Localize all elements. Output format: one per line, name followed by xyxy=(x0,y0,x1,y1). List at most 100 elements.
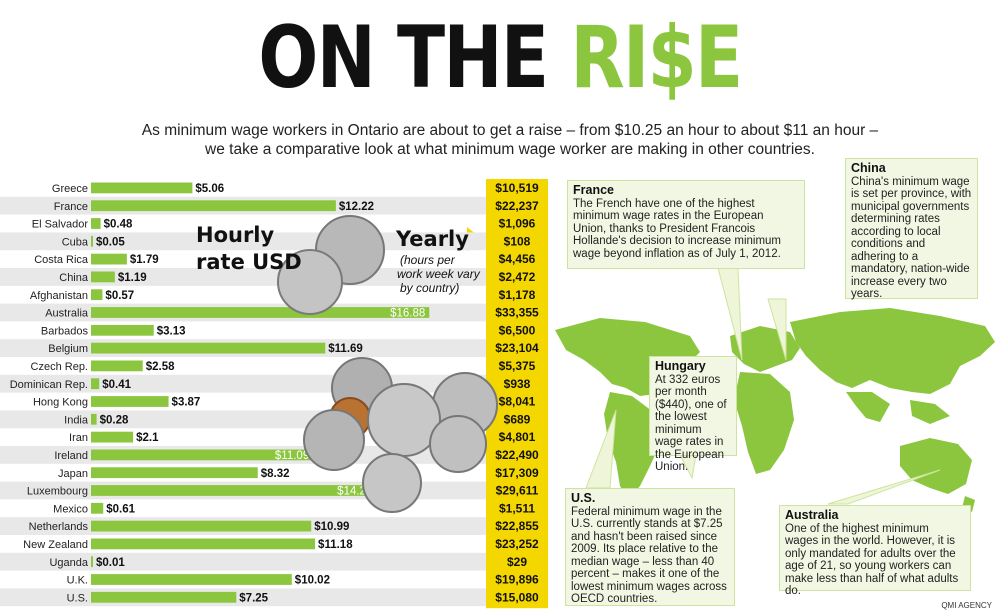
hourly-value-label: $11.09 xyxy=(275,450,309,462)
hourly-bar xyxy=(91,556,93,568)
hourly-value-label: $0.41 xyxy=(102,379,131,391)
hourly-bar xyxy=(91,431,134,443)
hourly-bar xyxy=(91,449,314,461)
yearly-value-label: $17,309 xyxy=(495,466,539,480)
country-label: El Salvador xyxy=(32,219,89,231)
country-label: Australia xyxy=(45,308,89,320)
yearly-value-label: $10,519 xyxy=(495,181,539,195)
yearly-value-label: $19,896 xyxy=(495,573,539,587)
yearly-value-label: $15,080 xyxy=(495,590,539,604)
country-label: Cuba xyxy=(62,236,89,248)
yearly-value-label: $6,500 xyxy=(499,323,536,337)
hourly-value-label: $1.19 xyxy=(118,272,147,284)
coin-icon xyxy=(429,415,487,473)
china-box-text: China's minimum wage is set per province… xyxy=(851,175,972,301)
country-label: Netherlands xyxy=(29,521,89,533)
hourly-bar xyxy=(91,467,258,479)
coin-icon xyxy=(303,409,365,471)
yearly-value-label: $938 xyxy=(504,377,531,391)
country-label: Belgium xyxy=(48,343,88,355)
china-pointer xyxy=(767,298,787,361)
hourly-value-label: $11.18 xyxy=(318,539,353,551)
hourly-value-label: $1.79 xyxy=(130,254,159,266)
hourly-value-label: $7.25 xyxy=(239,592,268,604)
hourly-value-label: $16.88 xyxy=(390,308,425,320)
yearly-header: Yearly xyxy=(395,227,469,251)
hourly-bar xyxy=(91,413,97,425)
yearly-value-label: $1,178 xyxy=(499,288,536,302)
country-label: U.S. xyxy=(67,592,88,604)
hourly-bar xyxy=(91,574,292,585)
china-box-title: China xyxy=(851,161,886,175)
hourly-value-label: $3.87 xyxy=(172,397,201,409)
hourly-bar xyxy=(91,218,101,229)
yearly-note-2: work week vary xyxy=(397,267,481,281)
france-pointer xyxy=(717,267,743,361)
hungary-box: Hungary At 332 euros per month ($440), o… xyxy=(649,356,737,473)
hourly-value-label: $2.1 xyxy=(136,432,159,444)
country-label: Barbados xyxy=(41,325,89,337)
title-part-2: RI$E xyxy=(570,8,743,108)
country-label: Uganda xyxy=(49,557,88,569)
hourly-bar xyxy=(91,342,326,354)
yearly-value-label: $22,855 xyxy=(495,519,539,533)
australia-pointer xyxy=(827,469,941,505)
world-map xyxy=(555,308,995,512)
yearly-value-label: $1,511 xyxy=(499,501,535,515)
country-label: Ireland xyxy=(54,450,88,462)
hourly-value-label: $2.58 xyxy=(146,361,175,373)
hourly-value-label: $10.02 xyxy=(295,575,330,587)
yearly-value-label: $29 xyxy=(507,555,527,569)
hourly-bar xyxy=(91,591,237,603)
hourly-bar xyxy=(91,324,154,336)
hourly-value-label: $0.28 xyxy=(100,414,129,426)
hourly-value-label: $0.61 xyxy=(106,503,135,515)
hourly-bar xyxy=(91,235,93,247)
country-label: Luxembourg xyxy=(27,486,88,498)
hourly-value-label: $12.22 xyxy=(339,201,374,213)
china-box: China China's minimum wage is set per pr… xyxy=(845,158,978,301)
country-label: France xyxy=(54,201,88,213)
hourly-bar xyxy=(91,485,377,496)
us-box: U.S. Federal minimum wage in the U.S. cu… xyxy=(565,488,735,606)
coins-image xyxy=(277,215,498,513)
hourly-header-line2: rate USD xyxy=(196,250,302,274)
hourly-value-label: $0.05 xyxy=(96,236,125,248)
country-label: India xyxy=(64,414,89,426)
country-label: Hong Kong xyxy=(33,397,88,409)
yearly-value-label: $22,490 xyxy=(495,448,539,462)
country-label: Czech Rep. xyxy=(31,361,88,373)
us-pointer xyxy=(585,409,617,489)
country-label: Afghanistan xyxy=(30,290,88,302)
yearly-value-label: $4,456 xyxy=(499,252,536,266)
hourly-bar xyxy=(91,289,103,301)
hourly-value-label: $0.01 xyxy=(96,557,125,569)
hourly-bar xyxy=(91,360,143,372)
france-box-title: France xyxy=(573,183,614,197)
country-label: New Zealand xyxy=(23,539,88,551)
yearly-note-1: (hours per xyxy=(400,253,456,267)
yearly-value-label: $108 xyxy=(504,234,531,248)
coin-icon xyxy=(362,453,422,513)
subtitle: As minimum wage workers in Ontario are a… xyxy=(141,122,879,158)
yearly-note-3: by country) xyxy=(400,281,459,295)
country-label: Mexico xyxy=(53,503,88,515)
hourly-header-line1: Hourly xyxy=(196,223,275,247)
hourly-bar xyxy=(91,520,312,532)
country-label: Dominican Rep. xyxy=(10,379,88,391)
yearly-column xyxy=(486,179,548,609)
hourly-bar xyxy=(91,307,430,318)
row-stripe xyxy=(0,552,486,571)
yearly-value-label: $1,096 xyxy=(499,217,536,231)
australia-box-text: One of the highest minimum wages in the … xyxy=(785,522,959,598)
france-box: France The French have one of the highes… xyxy=(567,180,805,269)
hourly-value-label: $0.57 xyxy=(105,290,134,302)
australia-box: Australia One of the highest minimum wag… xyxy=(779,505,971,597)
yearly-value-label: $689 xyxy=(504,412,531,426)
hourly-bar xyxy=(91,378,100,390)
hungary-box-title: Hungary xyxy=(655,359,706,373)
yearly-value-label: $23,252 xyxy=(495,537,539,551)
country-label: Iran xyxy=(69,432,88,444)
hourly-bar xyxy=(91,182,193,194)
